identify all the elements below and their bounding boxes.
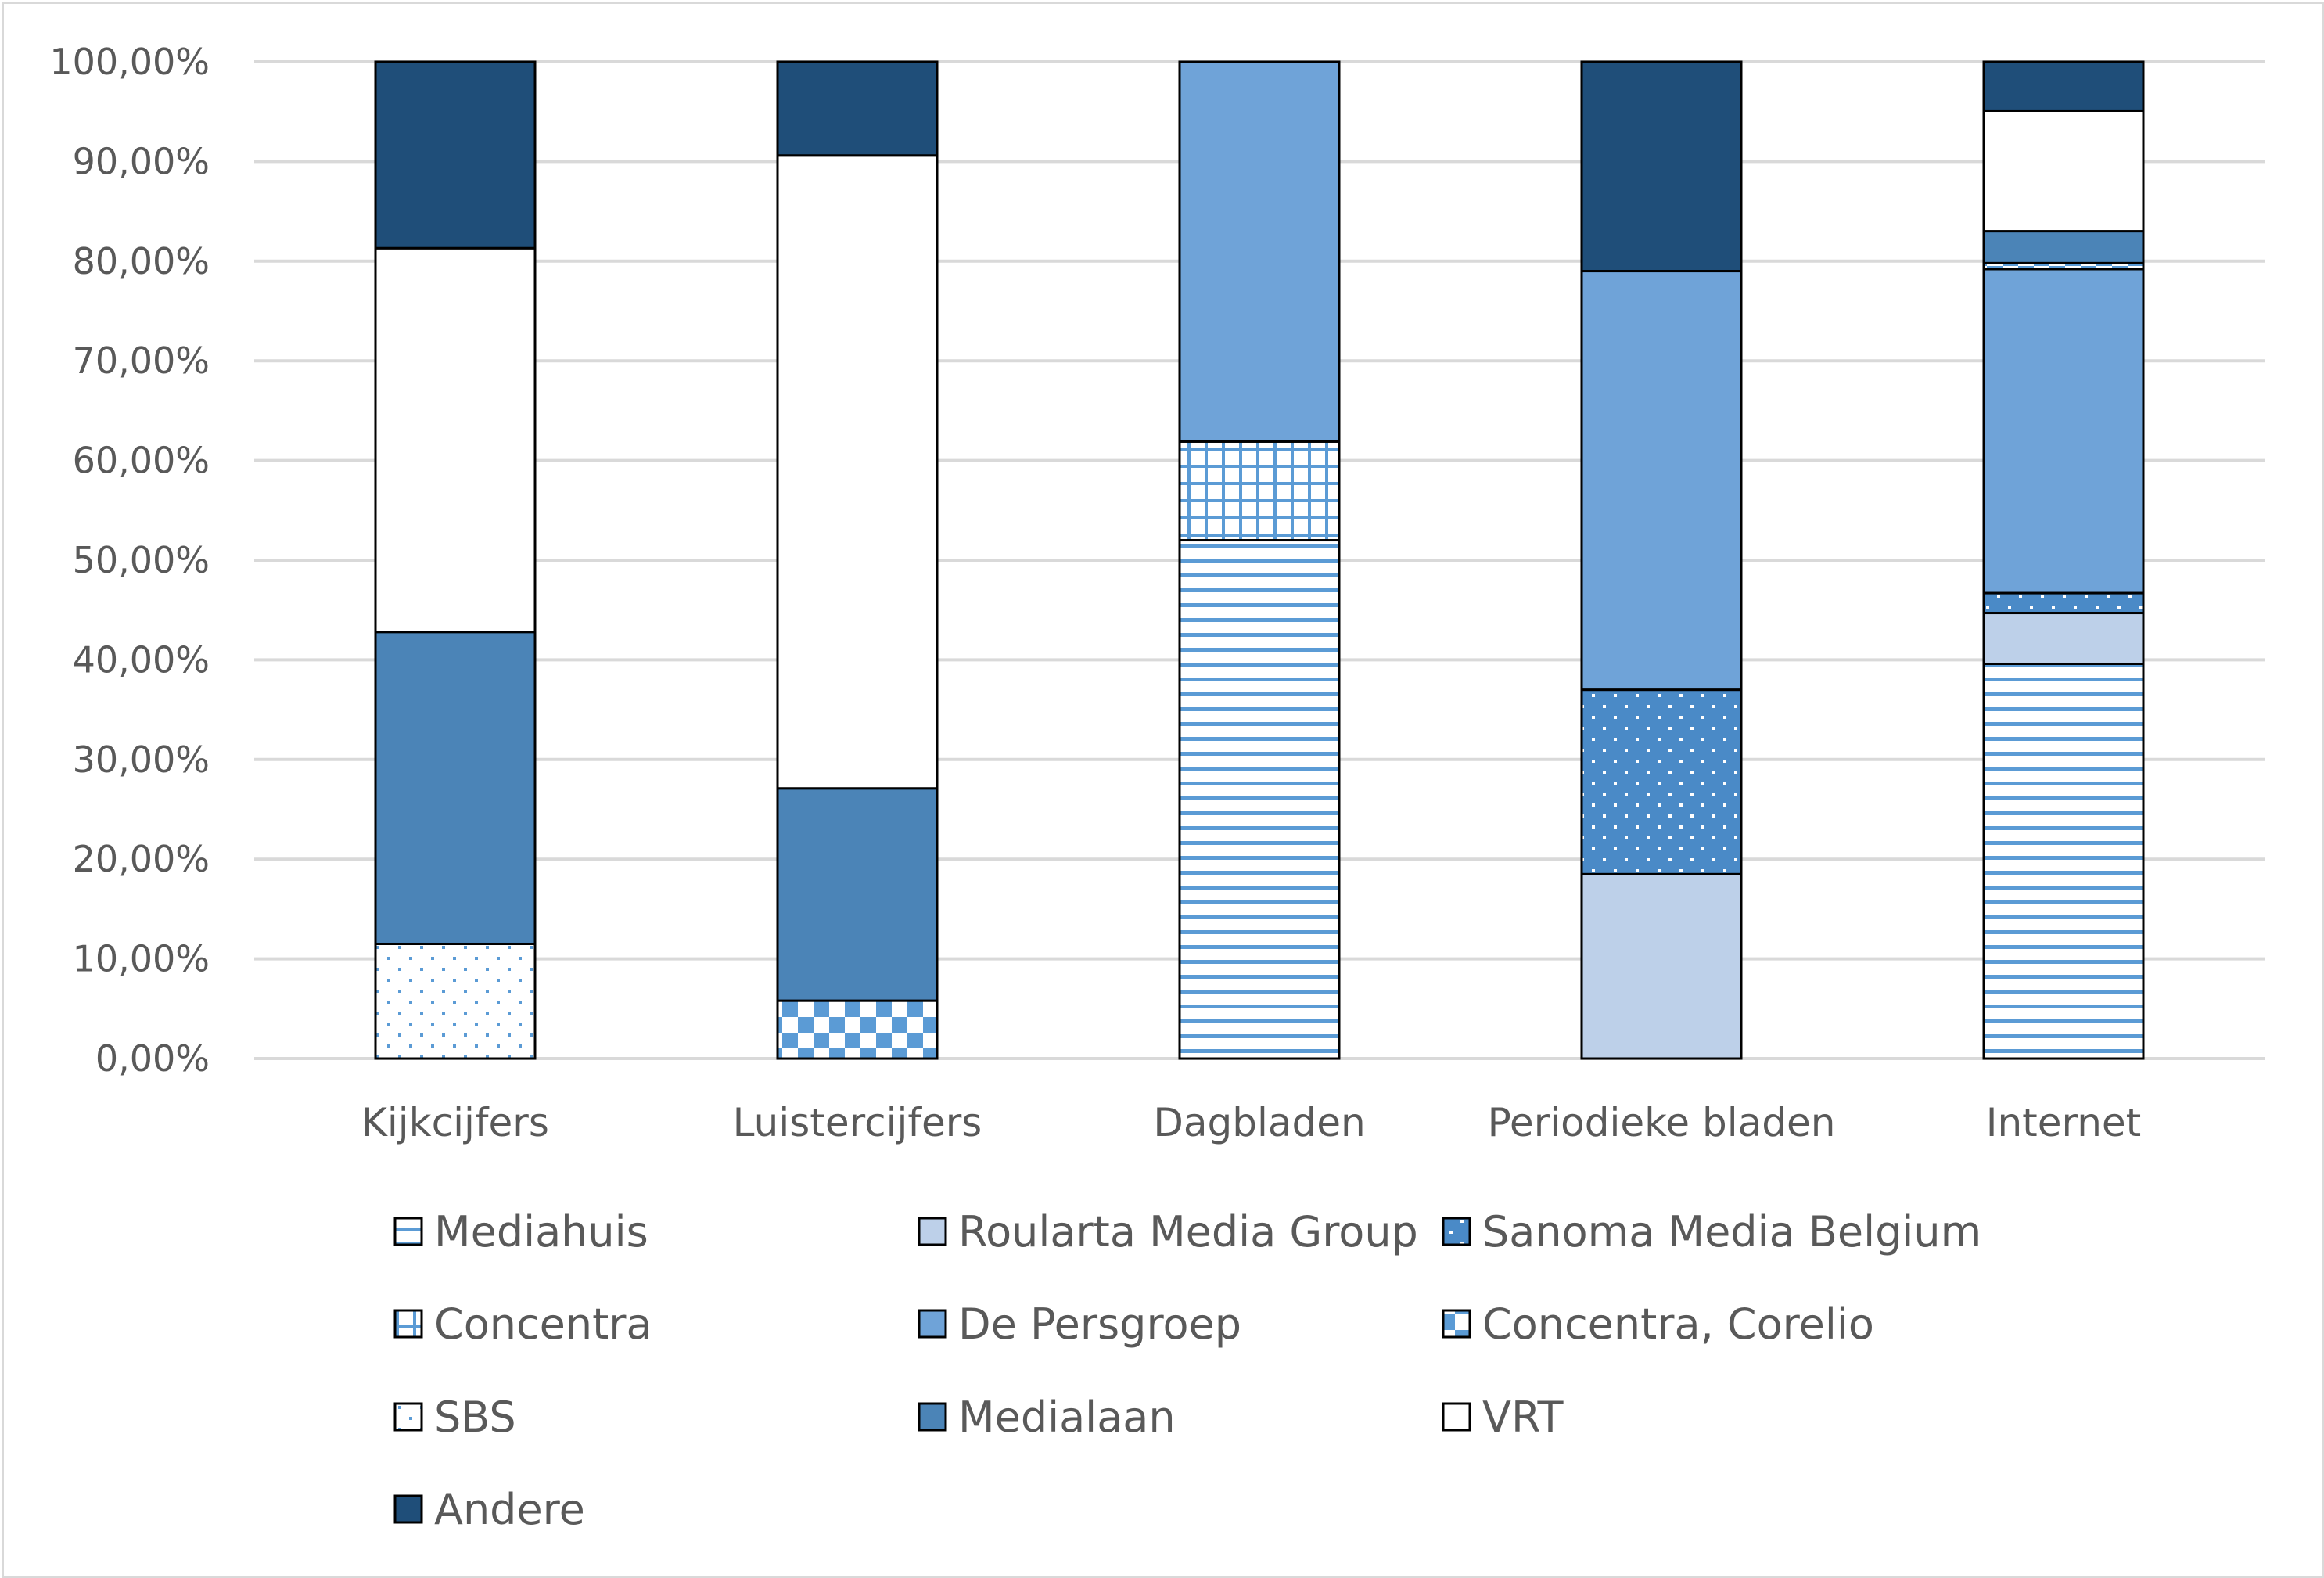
x-category-label: Kijkcijfers (361, 1100, 549, 1145)
y-tick-label: 60,00% (73, 440, 210, 482)
legend-swatch (1442, 1402, 1471, 1432)
legend-swatch (918, 1402, 947, 1432)
bar-segment-de-persgroep (1982, 268, 2145, 595)
legend-label: Concentra, Corelio (1482, 1299, 1874, 1349)
legend-label: Medialaan (958, 1393, 1176, 1442)
bar-segment-vrt (776, 154, 939, 790)
bar-segment-roularta-media-group (1580, 872, 1743, 1060)
bar-segment-de-persgroep (1178, 60, 1341, 443)
bar-segment-andere (1982, 60, 2145, 112)
x-axis-labels: Kijkcijfers Luistercijfers Dagbladen Period… (361, 1100, 2141, 1145)
bar-segment-concentra (1178, 440, 1341, 542)
x-category-label: Periodieke bladen (1488, 1100, 1836, 1145)
legend-label: De Persgroep (958, 1299, 1241, 1349)
y-tick-label: 0,00% (95, 1037, 210, 1080)
bars (374, 60, 2145, 1060)
bar-segment-concentra-corelio (776, 999, 939, 1060)
y-tick-label: 70,00% (73, 340, 210, 382)
bar-segment-mediahuis (1982, 662, 2145, 1060)
y-tick-label: 100,00% (49, 41, 210, 83)
x-category-label: Internet (1986, 1100, 2142, 1145)
legend-swatch (393, 1309, 423, 1339)
y-tick-label: 80,00% (73, 240, 210, 282)
legend-label: Roularta Media Group (958, 1207, 1418, 1256)
legend-swatch (1442, 1309, 1471, 1339)
legend-label: Mediahuis (434, 1207, 648, 1256)
bar-segment-roularta-media-group (1982, 612, 2145, 665)
bar-segment-sbs (374, 942, 537, 1060)
legend: Mediahuis Roularta Media Group Sanoma Medi… (393, 1207, 1981, 1534)
legend-label: Concentra (434, 1299, 652, 1349)
bar-segment-de-persgroep (1580, 270, 1743, 692)
legend-label: SBS (434, 1393, 516, 1442)
bar-segment-mediahuis (1178, 539, 1341, 1060)
y-axis-ticks: 0,00% 10,00% 20,00% 30,00% 40,00% 50,00% 60,00… (49, 41, 210, 1080)
legend-label: Sanoma Media Belgium (1482, 1207, 1981, 1256)
x-category-label: Dagbladen (1153, 1100, 1365, 1145)
x-category-label: Luistercijfers (733, 1100, 982, 1145)
legend-label: Andere (434, 1485, 585, 1534)
legend-swatch (1442, 1217, 1471, 1246)
y-tick-label: 10,00% (73, 938, 210, 980)
y-tick-label: 50,00% (73, 539, 210, 581)
y-tick-label: 30,00% (73, 739, 210, 781)
bar-segment-vrt (374, 246, 537, 634)
legend-swatch (918, 1309, 947, 1339)
bar-segment-andere (1580, 60, 1743, 273)
bar-segment-vrt (1982, 109, 2145, 233)
bar-segment-sanoma-media-belgium (1982, 591, 2145, 615)
bar-segment-andere (374, 60, 537, 250)
bar-segment-medialaan (1982, 230, 2145, 264)
bar-segment-andere (776, 60, 939, 157)
y-tick-label: 20,00% (73, 838, 210, 880)
legend-swatch (393, 1217, 423, 1246)
bar-segment-medialaan (374, 631, 537, 945)
legend-swatch (393, 1402, 423, 1432)
bar-segment-sanoma-media-belgium (1580, 688, 1743, 875)
y-tick-label: 40,00% (73, 638, 210, 681)
bar-segment-medialaan (776, 787, 939, 1002)
legend-swatch (918, 1217, 947, 1246)
y-tick-label: 90,00% (73, 140, 210, 182)
legend-swatch (393, 1494, 423, 1524)
legend-label: VRT (1482, 1393, 1564, 1442)
